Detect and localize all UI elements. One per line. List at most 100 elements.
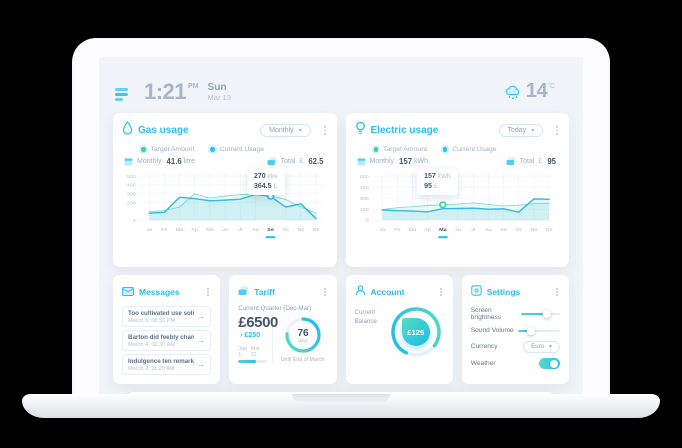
electric-summary-value: 157 xyxy=(399,157,413,166)
gas-usage-line-chart[interactable]: 500 400 300 200 0 Ja Fe Ma Ap Ma Ju Jl Au Se Oc No De xyxy=(122,169,328,245)
svg-text:Ap: Ap xyxy=(424,227,431,233)
svg-text:No: No xyxy=(530,227,537,233)
svg-text:400: 400 xyxy=(127,183,136,189)
message-item[interactable]: Indulgence ten remarkably March 2, 11.20… xyxy=(122,354,212,375)
svg-text:Ja: Ja xyxy=(146,227,152,233)
svg-text:Ap: Ap xyxy=(191,227,198,233)
volume-label: Sound Volume xyxy=(470,327,514,334)
svg-text:Oc: Oc xyxy=(282,227,289,233)
open-message-arrow-icon[interactable]: → xyxy=(197,360,206,369)
electric-more-menu-icon[interactable] xyxy=(554,124,560,136)
calendar-icon xyxy=(124,157,133,166)
svg-text:300: 300 xyxy=(127,192,136,198)
tariff-more-menu-icon[interactable] xyxy=(322,286,328,298)
message-item[interactable]: Barton did feebly change man March 4, 02… xyxy=(122,330,212,351)
temperature-value: 14 xyxy=(525,80,548,102)
account-card: Account Current Balance xyxy=(345,275,453,384)
currency-dropdown[interactable]: Euro ▾ xyxy=(523,340,560,353)
messages-more-menu-icon[interactable] xyxy=(205,286,211,298)
gas-chart: 500 400 300 200 0 Ja Fe Ma Ap Ma Ju Jl Au Se Oc No De 27… xyxy=(122,169,328,245)
slider-knob[interactable] xyxy=(543,309,552,318)
weather-label: Weather xyxy=(470,360,496,367)
tariff-card-title: Tariff xyxy=(254,287,275,297)
tariff-progress-bar xyxy=(238,360,267,363)
settings-card: Settings Screen brightness Sound Volum xyxy=(461,275,569,384)
rain-cloud-icon xyxy=(504,81,526,105)
laptop-screen-bezel: 1:21 PM Sun Mar 13 xyxy=(72,38,610,396)
open-message-arrow-icon[interactable]: → xyxy=(197,336,206,345)
svg-text:Oc: Oc xyxy=(515,227,522,233)
electric-total-label: Total xyxy=(519,158,535,165)
svg-text:Se: Se xyxy=(267,227,274,233)
svg-text:500: 500 xyxy=(127,174,136,180)
electric-summary-unit: kWh xyxy=(414,158,429,165)
messages-card-title: Messages xyxy=(139,287,180,297)
svg-text:Au: Au xyxy=(485,227,492,233)
electric-chart: 600 450 300 150 0 Ja Fe Ma Ap Ma Ju Jl Au Se Oc No De 15… xyxy=(355,169,561,245)
electric-total-currency: £ xyxy=(538,158,543,165)
lightbulb-icon xyxy=(355,121,366,140)
currency-label: Currency xyxy=(470,343,498,350)
envelope-icon xyxy=(122,283,134,301)
calendar-icon xyxy=(357,157,366,166)
balance-gauge: £125 xyxy=(388,304,444,360)
legend-target-label: Target Amount xyxy=(383,146,427,153)
current-usage-dot xyxy=(442,147,448,152)
message-title: Barton did feebly change man xyxy=(128,333,195,341)
electric-usage-card: Electric usage Today ▾ Target Amount Cur… xyxy=(345,113,569,267)
svg-text:Ma: Ma xyxy=(408,227,416,233)
tariff-footnote: Until End of March xyxy=(280,357,325,363)
legend-current-label: Current Usage xyxy=(219,146,265,153)
svg-text:150: 150 xyxy=(359,207,368,213)
settings-more-menu-icon[interactable] xyxy=(554,286,560,298)
electric-total-value: 95 xyxy=(547,157,556,166)
svg-text:Au: Au xyxy=(252,227,259,233)
account-more-menu-icon[interactable] xyxy=(438,286,444,298)
chevron-down-icon: ▾ xyxy=(548,344,552,350)
open-message-arrow-icon[interactable]: → xyxy=(197,312,206,321)
dashboard-screen: 1:21 PM Sun Mar 13 xyxy=(99,57,583,396)
message-item[interactable]: Too cultivated use solicitude March 5, 0… xyxy=(122,306,212,327)
gas-summary-unit: litre xyxy=(183,158,195,165)
brightness-label: Screen brightness xyxy=(470,306,502,321)
message-title: Indulgence ten remarkably xyxy=(128,357,195,365)
svg-text:Jl: Jl xyxy=(238,227,242,233)
gas-total-label: Total xyxy=(280,158,296,165)
tariff-range-start: Jan 1 xyxy=(238,346,247,358)
electric-usage-line-chart[interactable]: 600 450 300 150 0 Ja Fe Ma Ap Ma Ju Jl Au Se Oc No De xyxy=(355,169,561,245)
electric-period-dropdown[interactable]: Today ▾ xyxy=(498,124,544,137)
gas-droplet-icon xyxy=(122,120,133,140)
current-day: Sun xyxy=(207,82,227,93)
days-remaining-value: 76 xyxy=(297,328,309,339)
menu-icon[interactable] xyxy=(115,88,128,101)
temperature-unit: °C xyxy=(547,83,555,90)
message-date: March 2, 11.20 AM xyxy=(128,365,175,372)
clock: 1:21 PM Sun Mar 13 xyxy=(144,81,231,103)
electric-legend: Target Amount Current Usage xyxy=(373,146,561,153)
weather-widget: 14 °C xyxy=(504,81,555,105)
tariff-progress-fill xyxy=(238,360,256,363)
electric-summary-period: Monthly xyxy=(369,158,395,165)
svg-text:600: 600 xyxy=(359,174,368,180)
svg-text:Ju: Ju xyxy=(222,227,228,233)
svg-text:Ma: Ma xyxy=(206,227,214,233)
svg-text:Ma: Ma xyxy=(176,227,184,233)
bill-icon xyxy=(267,157,277,166)
svg-text:Jl: Jl xyxy=(471,227,475,233)
weather-toggle[interactable] xyxy=(539,358,560,369)
volume-slider[interactable] xyxy=(518,326,560,335)
balance-value: £125 xyxy=(407,327,425,337)
legend-target-label: Target Amount xyxy=(150,146,195,153)
tariff-subtitle: Current Quarter (Dec-Mar) xyxy=(238,305,312,312)
svg-text:Fe: Fe xyxy=(394,227,400,233)
gas-period-dropdown[interactable]: Monthly ▾ xyxy=(260,124,311,137)
brightness-slider[interactable] xyxy=(520,309,560,318)
laptop-base xyxy=(22,394,660,418)
svg-text:Ma: Ma xyxy=(439,227,447,233)
electric-card-title: Electric usage xyxy=(370,125,439,136)
toggle-knob[interactable] xyxy=(550,359,558,368)
gas-more-menu-icon[interactable] xyxy=(322,124,328,136)
slider-knob[interactable] xyxy=(526,326,535,335)
svg-text:Fe: Fe xyxy=(161,227,167,233)
